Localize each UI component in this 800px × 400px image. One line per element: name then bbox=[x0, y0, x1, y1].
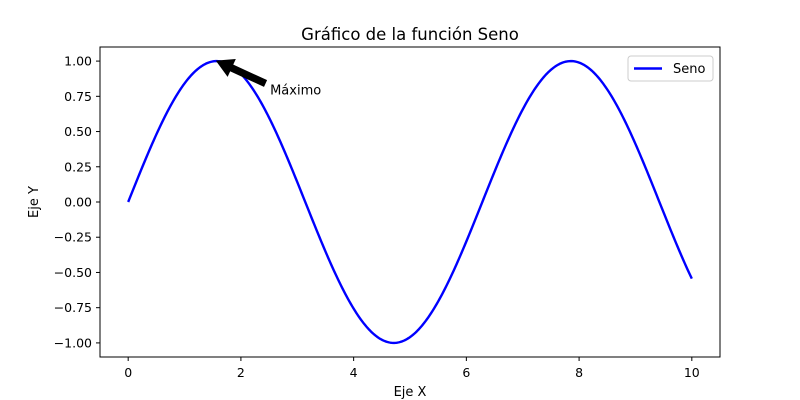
legend: Seno bbox=[627, 55, 714, 82]
chart-title: Gráfico de la función Seno bbox=[301, 25, 519, 44]
y-axis-label: Eje Y bbox=[27, 186, 42, 218]
y-tick-label: 0.25 bbox=[64, 159, 92, 174]
y-tick-label: −1.00 bbox=[54, 335, 92, 350]
y-tick-label: 1.00 bbox=[64, 54, 92, 69]
plot-border bbox=[99, 46, 721, 358]
annotation-layer: Máximo bbox=[215, 59, 321, 98]
annotation-label: Máximo bbox=[270, 83, 321, 98]
x-tick-label: 2 bbox=[237, 365, 245, 380]
legend-label: Seno bbox=[673, 62, 705, 77]
x-tick-label: 10 bbox=[684, 365, 700, 380]
y-tick-label: 0.00 bbox=[64, 195, 92, 210]
x-tick-label: 6 bbox=[462, 365, 470, 380]
y-tick-label: −0.50 bbox=[54, 265, 92, 280]
y-tick-label: 0.75 bbox=[64, 89, 92, 104]
plot-area bbox=[99, 46, 721, 358]
x-tick-label: 4 bbox=[350, 365, 358, 380]
y-tick-label: −0.75 bbox=[54, 300, 92, 315]
x-tick-label: 8 bbox=[575, 365, 583, 380]
annotation-arrow bbox=[215, 59, 268, 87]
x-tick-label: 0 bbox=[124, 365, 132, 380]
axes-layer: 0 2 4 6 8 10 −1.00 −0.75 −0.50 −0.25 0.00 0.25 0.50 0… bbox=[54, 54, 700, 380]
y-tick-label: 0.50 bbox=[64, 124, 92, 139]
y-tick-label: −0.25 bbox=[54, 230, 92, 245]
x-axis-label: Eje X bbox=[394, 385, 427, 400]
legend-box bbox=[627, 55, 714, 82]
